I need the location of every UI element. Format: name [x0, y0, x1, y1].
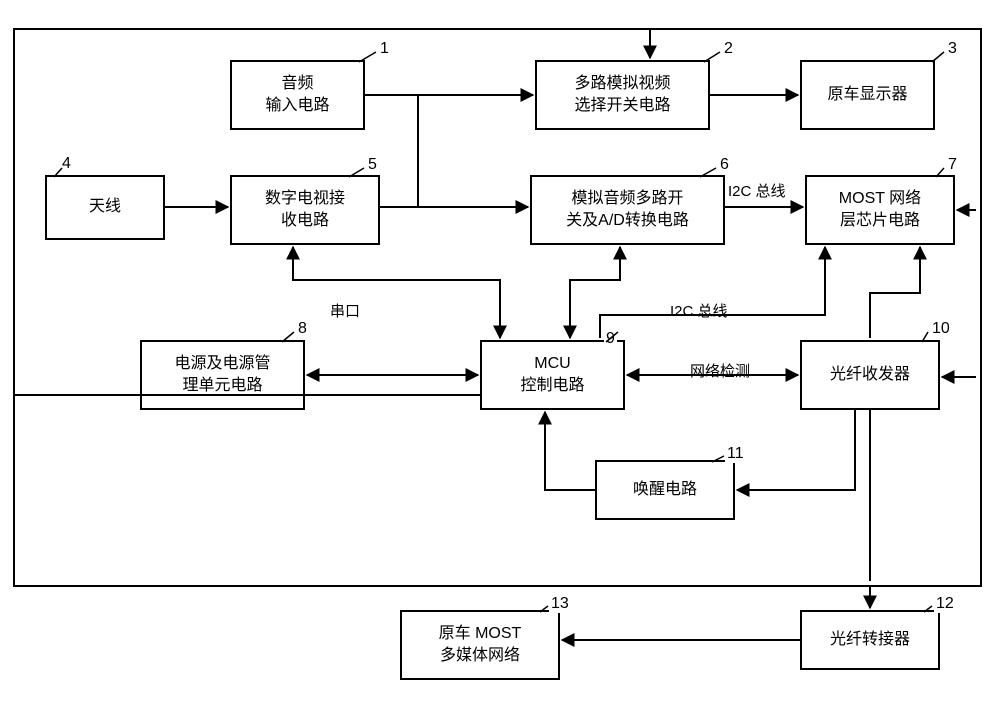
id-label: 12	[934, 595, 956, 613]
id-label: 5	[366, 156, 379, 174]
node-fiber-transceiver: 光纤收发器	[800, 340, 940, 410]
id-label: 7	[946, 156, 959, 174]
edge-label-netdet: 网络检测	[690, 360, 750, 381]
id-label: 3	[946, 40, 959, 58]
id-label: 9	[604, 330, 617, 348]
node-antenna: 天线	[45, 175, 165, 240]
node-audio-input: 音频输入电路	[230, 60, 365, 130]
id-label: 1	[378, 40, 391, 58]
node-label: 光纤转接器	[830, 629, 910, 651]
node-display: 原车显示器	[800, 60, 935, 130]
id-label: 4	[60, 155, 73, 173]
node-power-mgmt: 电源及电源管理单元电路	[140, 340, 305, 410]
node-most-chip: MOST 网络层芯片电路	[805, 175, 955, 245]
node-video-switch: 多路模拟视频选择开关电路	[535, 60, 710, 130]
node-label: 音频输入电路	[265, 73, 329, 118]
node-label: 原车 MOST多媒体网络	[439, 623, 522, 668]
edge-label-i2c: I2C 总线	[728, 180, 786, 201]
node-label: 光纤收发器	[830, 364, 910, 386]
node-label: 电源及电源管理单元电路	[174, 353, 270, 398]
id-label: 6	[718, 156, 731, 174]
node-label: 唤醒电路	[633, 479, 697, 501]
node-audio-adc: 模拟音频多路开关及A/D转换电路	[530, 175, 725, 245]
node-label: 多路模拟视频选择开关电路	[574, 73, 670, 118]
edge-label-serial: 串口	[330, 300, 360, 321]
id-label: 10	[930, 320, 952, 338]
id-label: 8	[296, 320, 309, 338]
node-mcu: MCU控制电路	[480, 340, 625, 410]
id-label: 11	[725, 445, 746, 463]
node-wakeup: 唤醒电路	[595, 460, 735, 520]
node-label: MCU控制电路	[520, 353, 584, 398]
id-label: 2	[722, 40, 735, 58]
node-dtv-receiver: 数字电视接收电路	[230, 175, 380, 245]
node-fiber-adapter: 光纤转接器	[800, 610, 940, 670]
node-label: MOST 网络层芯片电路	[839, 188, 921, 233]
edge-label-i2c: I2C 总线	[670, 300, 728, 321]
id-label: 13	[549, 595, 571, 613]
node-label: 数字电视接收电路	[265, 188, 345, 233]
node-label: 天线	[89, 196, 121, 218]
node-most-network: 原车 MOST多媒体网络	[400, 610, 560, 680]
diagram-canvas: 音频输入电路 多路模拟视频选择开关电路 原车显示器 天线 数字电视接收电路 模拟…	[0, 0, 1000, 724]
node-label: 原车显示器	[827, 84, 907, 106]
node-label: 模拟音频多路开关及A/D转换电路	[566, 188, 689, 233]
